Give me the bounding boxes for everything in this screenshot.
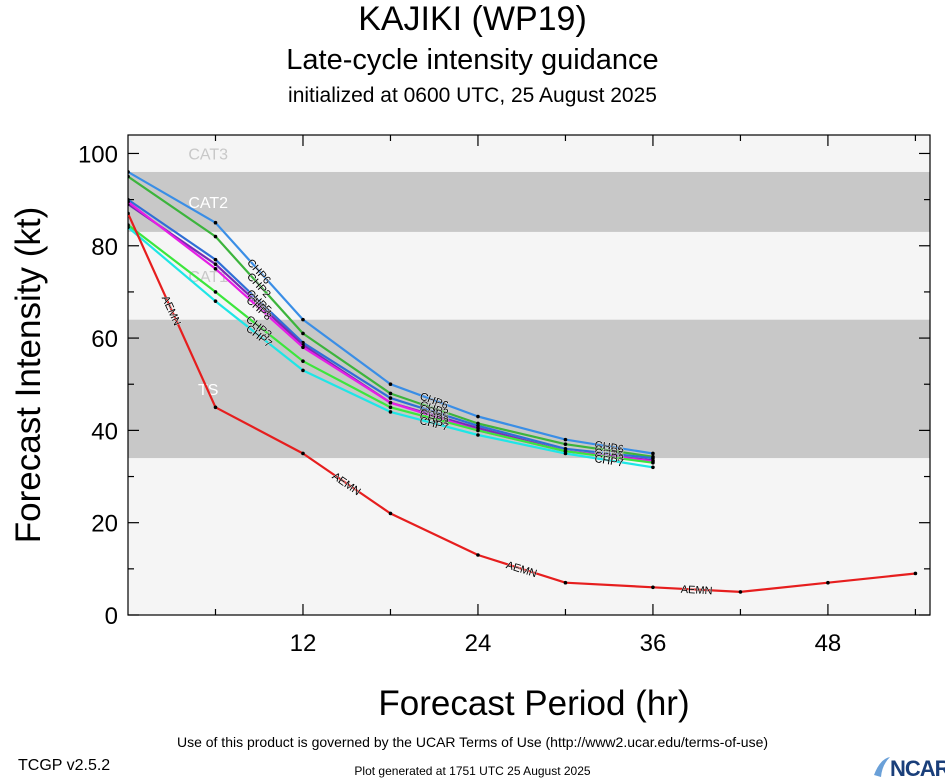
data-point-chp5	[213, 257, 218, 262]
data-point-chp3	[301, 359, 305, 363]
data-point-chp6	[563, 437, 568, 442]
data-point-chp6	[651, 451, 655, 456]
chart-title: KAJIKI (WP19)	[358, 0, 587, 38]
band-label-cat3: CAT3	[188, 146, 228, 163]
x-tick-label-48: 48	[815, 630, 842, 657]
data-point-aemn	[651, 585, 655, 590]
data-point-chp7	[388, 410, 393, 414]
terms-of-use-text: Use of this product is governed by the U…	[176, 734, 769, 750]
data-point-chp7	[128, 225, 130, 230]
y-tick-label-40: 40	[91, 418, 118, 445]
data-point-chp2	[301, 331, 305, 336]
data-point-chp7	[213, 299, 218, 303]
x-axis-title: Forecast Period (hr)	[378, 684, 690, 723]
data-point-aemn	[826, 580, 830, 585]
data-point-chp6	[128, 170, 130, 174]
chart-subtitle: Late-cycle intensity guidance	[286, 44, 659, 76]
series-label-chp7: CHP7	[594, 453, 625, 469]
data-point-chp2	[128, 174, 130, 179]
data-point-chp6	[476, 414, 480, 419]
data-point-aemn	[213, 405, 218, 410]
x-tick-label-36: 36	[640, 630, 667, 657]
data-point-chp7	[476, 433, 480, 437]
data-point-chp5	[388, 396, 393, 400]
ncar-logo-mark-icon	[874, 757, 890, 777]
y-tick-label-80: 80	[91, 234, 118, 261]
data-point-aemn	[388, 511, 393, 516]
data-point-aemn	[476, 553, 480, 557]
data-point-aemn	[563, 580, 568, 585]
band-ts	[128, 319, 930, 459]
data-point-chp8	[128, 200, 130, 204]
ncar-logo-text: NCAR	[890, 756, 945, 781]
data-point-aemn	[738, 590, 743, 594]
band-cat1	[128, 231, 930, 320]
data-point-chp6	[213, 220, 218, 225]
data-point-aemn	[913, 571, 918, 576]
data-point-chp3	[476, 428, 480, 433]
data-point-chp3	[651, 460, 655, 465]
series-line-aemn	[128, 213, 916, 594]
data-point-chp6	[301, 317, 305, 322]
y-axis-title: Forecast Intensity (kt)	[9, 207, 48, 543]
data-point-chp2	[388, 391, 393, 396]
data-point-chp8	[388, 400, 393, 405]
band-label-cat2: CAT2	[188, 195, 228, 212]
data-point-chp2	[563, 442, 568, 447]
data-point-chp6	[388, 382, 393, 387]
data-point-chp8	[213, 267, 218, 271]
data-point-chp7	[651, 465, 655, 470]
band-cat3	[128, 135, 930, 172]
data-point-chp8	[301, 345, 305, 350]
data-point-chp7	[563, 451, 568, 456]
y-tick-label-100: 100	[78, 141, 118, 168]
y-tick-label-60: 60	[91, 326, 118, 353]
version-label: TCGP v2.5.2	[18, 757, 111, 774]
x-tick-label-12: 12	[290, 630, 317, 657]
band-label-cat1: CAT1	[188, 269, 228, 286]
data-point-chp3	[388, 405, 393, 410]
data-point-chp4	[213, 262, 218, 267]
data-point-chp3	[213, 290, 218, 294]
data-point-chp2	[213, 234, 218, 239]
ncar-logo: NCAR	[872, 755, 945, 781]
x-tick-label-24: 24	[465, 630, 492, 657]
data-point-aemn	[128, 211, 130, 216]
series-label-aemn: AEMN	[680, 584, 712, 598]
init-time-text: initialized at 0600 UTC, 25 August 2025	[288, 84, 657, 107]
plot-generated-text: Plot generated at 1751 UTC 25 August 202…	[354, 764, 591, 778]
plot-frame	[127, 134, 931, 616]
data-point-aemn	[301, 451, 305, 456]
data-point-chp7	[301, 368, 305, 373]
band-cat2	[128, 171, 930, 232]
y-tick-label-0: 0	[105, 603, 118, 630]
y-tick-label-20: 20	[91, 511, 118, 538]
